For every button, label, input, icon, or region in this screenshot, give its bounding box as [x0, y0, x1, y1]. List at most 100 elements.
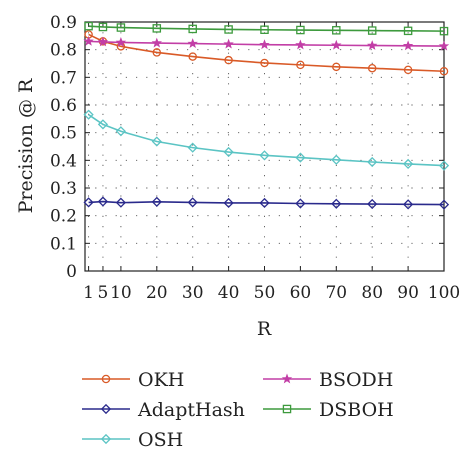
x-axis-title: R	[257, 318, 272, 340]
y-tick-label: 0.2	[50, 207, 77, 227]
legend-marker-okh	[101, 374, 111, 384]
data-point-dsboh	[84, 21, 93, 31]
series-adapthash	[83, 196, 450, 210]
data-point-osh	[402, 158, 414, 170]
series-layer	[83, 21, 450, 210]
data-point-osh	[83, 109, 94, 120]
data-point-adapthash	[83, 197, 94, 208]
data-point-adapthash	[438, 199, 450, 210]
legend-label-adapthash: AdaptHash	[137, 399, 245, 421]
x-tick-label: 80	[361, 283, 383, 303]
data-point-okh	[296, 60, 305, 70]
data-point-adapthash	[295, 198, 306, 209]
legend: OKH AdaptHash OSH BSODH DSBOH	[82, 369, 394, 451]
series-osh	[83, 109, 450, 171]
data-point-okh	[332, 62, 341, 72]
data-point-osh	[259, 150, 270, 161]
x-tick-label: 70	[325, 283, 347, 303]
data-point-dsboh	[332, 26, 341, 35]
data-point-adapthash	[187, 197, 198, 208]
legend-item-bsodh: BSODH	[263, 369, 393, 391]
legend-marker-osh	[100, 433, 112, 445]
x-tick-label: 90	[397, 283, 419, 303]
y-tick-label: 0.1	[50, 234, 77, 254]
data-point-osh	[438, 160, 450, 171]
data-point-osh	[115, 126, 127, 137]
data-point-adapthash	[115, 197, 127, 208]
data-point-bsodh	[402, 40, 414, 51]
y-tick-label: 0.6	[50, 96, 77, 116]
legend-marker-dsboh	[282, 404, 292, 414]
series-line-dsboh	[88, 25, 445, 32]
y-tick-label: 0.3	[50, 179, 77, 199]
data-point-bsodh	[97, 36, 109, 47]
data-point-adapthash	[97, 196, 109, 207]
series-line-adapthash	[88, 200, 445, 206]
data-point-osh	[367, 156, 378, 168]
x-tick-label: 30	[182, 283, 204, 303]
legend-item-dsboh: DSBOH	[263, 399, 394, 421]
data-point-okh	[260, 58, 269, 68]
series-bsodh	[83, 35, 450, 51]
data-point-bsodh	[438, 40, 450, 51]
x-tick-label: 50	[254, 283, 276, 303]
y-tick-label: 0.4	[50, 151, 77, 171]
legend-label-bsodh: BSODH	[319, 369, 393, 391]
data-point-bsodh	[295, 39, 306, 50]
legend-label-osh: OSH	[138, 429, 183, 451]
data-point-adapthash	[331, 198, 342, 209]
legend-item-adapthash: AdaptHash	[82, 399, 245, 421]
data-point-dsboh	[224, 25, 233, 34]
series-dsboh	[84, 21, 449, 36]
x-tick-label: 20	[146, 283, 168, 303]
data-point-osh	[151, 136, 162, 147]
data-point-dsboh	[116, 23, 126, 32]
series-okh	[84, 30, 449, 76]
legend-marker-bsodh	[281, 373, 293, 384]
data-point-adapthash	[259, 197, 270, 209]
data-point-okh	[224, 55, 233, 65]
data-point-bsodh	[259, 39, 270, 50]
data-point-osh	[295, 152, 306, 163]
x-tick-label: 60	[290, 283, 312, 303]
legend-item-okh: OKH	[82, 369, 184, 391]
data-point-okh	[367, 63, 377, 73]
axis-ticks: 0 0.1 0.2 0.3 0.4 0.5 0.6 0.7 0.8 0.9 1 5 10 20 30 40 50…	[50, 13, 460, 303]
data-point-adapthash	[223, 197, 234, 209]
y-tick-label: 0.5	[50, 124, 77, 144]
data-point-bsodh	[223, 38, 234, 49]
x-tick-label: 100	[428, 283, 460, 303]
x-tick-label: 10	[110, 283, 132, 303]
data-point-okh	[152, 48, 162, 57]
data-point-bsodh	[187, 38, 198, 48]
data-point-bsodh	[115, 37, 127, 47]
data-point-dsboh	[296, 25, 305, 35]
data-point-dsboh	[260, 25, 269, 34]
legend-label-dsboh: DSBOH	[319, 399, 394, 421]
data-point-adapthash	[367, 198, 378, 210]
legend-label-okh: OKH	[138, 369, 184, 391]
data-point-osh	[223, 146, 234, 158]
x-tick-label: 40	[218, 283, 240, 303]
data-point-okh	[439, 66, 449, 76]
data-point-adapthash	[402, 199, 414, 210]
data-point-dsboh	[152, 24, 162, 33]
data-point-bsodh	[83, 35, 94, 46]
y-tick-label: 0.8	[50, 41, 77, 61]
data-point-dsboh	[188, 24, 197, 34]
data-point-dsboh	[367, 26, 377, 35]
data-point-adapthash	[151, 196, 162, 207]
y-tick-label: 0.7	[50, 68, 77, 88]
y-tick-label: 0.9	[50, 13, 77, 33]
data-point-dsboh	[439, 26, 449, 36]
data-point-okh	[188, 52, 197, 61]
data-point-okh	[403, 65, 413, 75]
x-tick-label: 1	[83, 283, 94, 303]
data-point-osh	[187, 142, 198, 153]
data-point-osh	[331, 154, 342, 165]
y-axis-title: Precision @ R	[15, 78, 37, 213]
data-point-bsodh	[331, 39, 342, 50]
data-point-dsboh	[98, 22, 108, 32]
y-tick-label: 0	[66, 262, 77, 282]
